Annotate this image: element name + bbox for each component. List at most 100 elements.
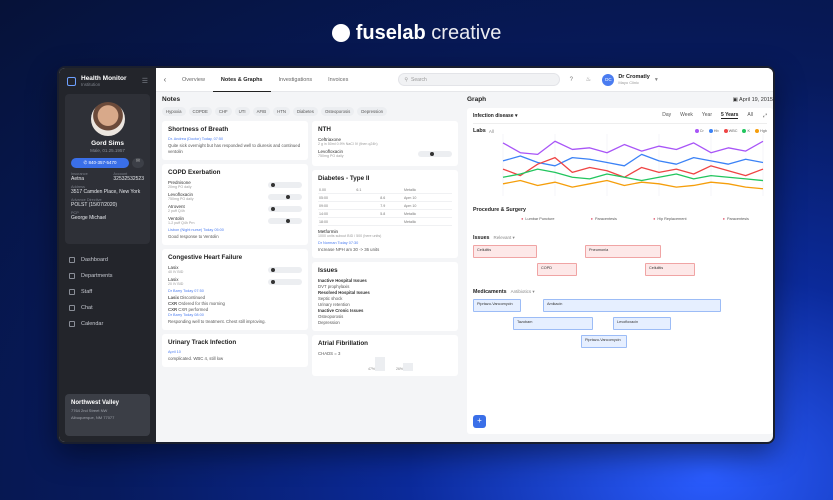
range-all[interactable]: All [747, 112, 753, 118]
nav-staff[interactable]: Staff [59, 284, 156, 300]
graph-date-label: April 19, 2015 [739, 96, 773, 103]
chip[interactable]: AFIB [252, 107, 271, 116]
med-schedule-toggle[interactable] [268, 217, 302, 224]
series-line-hb[interactable] [502, 153, 764, 167]
med-bar[interactable]: Amikacin [543, 299, 721, 312]
med-schedule-toggle[interactable] [268, 278, 302, 285]
table-cell [355, 201, 380, 210]
legend-swatch [694, 129, 699, 133]
note-card-issues[interactable]: Issues Inactive Hospital Issues DVT prop… [312, 262, 458, 332]
nav-chat[interactable]: Chat [59, 300, 156, 316]
legend-item[interactable]: WBC [723, 129, 737, 133]
table-cell [379, 186, 404, 194]
legend-item[interactable]: Hb [708, 129, 719, 133]
procedure-item[interactable]: Lumbar Puncture [521, 217, 554, 221]
procedure-item[interactable]: Paracentesis [591, 217, 617, 221]
range-week[interactable]: Week [680, 112, 693, 118]
med-schedule-toggle[interactable] [268, 181, 302, 188]
chf-item: CXR CXR performed [168, 307, 302, 313]
afib-bars: 47% 26% [368, 357, 452, 372]
note-card-nth[interactable]: NTH Ceftriaxone 2 g in 50ml 0.9% NaCl IV … [312, 121, 458, 166]
med-name: Lasix [168, 277, 179, 283]
search-placeholder: Search [411, 76, 427, 83]
med-schedule-toggle[interactable] [268, 266, 302, 273]
expand-icon[interactable]: ⤢ [762, 112, 767, 119]
filter-dropdown[interactable]: Infection disease ▾ [473, 112, 518, 119]
note-text: complicated. WBC 4, still low [168, 356, 224, 362]
chip[interactable]: Diabetes [292, 107, 318, 116]
app-title: Health Monitor [81, 75, 127, 82]
call-patient-button[interactable]: ✆ 840-357-5470 [71, 158, 129, 168]
menu-toggle-icon[interactable]: ☰ [141, 78, 148, 85]
note-card-diabetes[interactable]: Diabetes - Type II 0.00 6.1 Metallic 05:00… [312, 170, 458, 259]
chip[interactable]: UTI [234, 107, 250, 116]
note-title: Atrial Fibrillation [318, 340, 369, 348]
chip[interactable]: Osteoporosis [320, 107, 355, 116]
series-line-hgb[interactable] [502, 179, 764, 190]
issue-bar[interactable]: Cellulitis [473, 245, 537, 258]
nav-departments[interactable]: Departments [59, 268, 156, 284]
note-card-chf[interactable]: Congestive Heart Failure Lasix 40 IV BID … [162, 249, 308, 331]
issues-filter[interactable]: Relevant ▾ [493, 235, 515, 240]
labs-line-chart [502, 134, 764, 196]
procedure-item[interactable]: Hip Replacement [653, 217, 686, 221]
graph-date[interactable]: ▣ April 19, 2015 [733, 97, 773, 103]
nav-calendar[interactable]: Calendar [59, 316, 156, 332]
legend-swatch [755, 129, 760, 133]
range-year[interactable]: Year [701, 112, 712, 118]
issue-bar[interactable]: Cellulitis [645, 263, 695, 276]
med-schedule-toggle[interactable] [268, 193, 302, 200]
med-bar[interactable]: Levofloxacin [613, 317, 671, 330]
user-menu[interactable]: DC Dr Cromatly Mayo Clinic ▼ [602, 73, 659, 86]
note-card-afib[interactable]: Atrial Fibrillation CHADS = 3 47% 26% [312, 335, 458, 377]
range-5-years[interactable]: 5 Years [720, 112, 739, 119]
legend-item[interactable]: K [742, 129, 750, 133]
tab-invoices[interactable]: Invoices [328, 76, 349, 83]
med-bar[interactable]: Piprtazo-Vancomycin [581, 335, 627, 348]
series-line-k[interactable] [502, 168, 764, 182]
note-card-uti[interactable]: Urinary Track Infection April 10 complic… [162, 334, 308, 368]
med-bar[interactable]: Piprtazo-Vancomycin [473, 299, 521, 312]
chip[interactable]: COPDE [188, 107, 212, 116]
med-bar[interactable]: Tazobam [513, 317, 593, 330]
tab-notes-graphs[interactable]: Notes & Graphs [212, 68, 271, 92]
issue-bar[interactable]: Pneumonia [585, 245, 661, 258]
tab-overview[interactable]: Overview [182, 76, 205, 83]
chip[interactable]: Depression [357, 107, 388, 116]
help-icon[interactable]: ? [569, 76, 573, 83]
meds-filter[interactable]: Antibiotics ▾ [510, 289, 535, 294]
issue-bar[interactable]: COPD [537, 263, 577, 276]
search-input[interactable]: ⚲ Search [398, 73, 561, 86]
add-button[interactable]: + [473, 415, 486, 428]
labs-filter[interactable]: All [488, 128, 494, 134]
nav-label: Calendar [81, 321, 104, 327]
legend-item[interactable]: Hgb [755, 129, 767, 133]
legend-item[interactable]: Cr [694, 129, 704, 133]
tab-investigations[interactable]: Investigations [278, 76, 313, 83]
note-card-copd[interactable]: COPD Exerbation Prednisone 20mg PO daily … [162, 164, 308, 246]
med-name: Ventolin [168, 216, 185, 222]
procedure-item[interactable]: Paracentesis [723, 217, 749, 221]
med-schedule-toggle[interactable] [268, 205, 302, 212]
back-chevron-icon[interactable]: ‹ [163, 75, 167, 84]
chip[interactable]: Hypoxia [162, 107, 186, 116]
location-card[interactable]: Northwest Valley 7764 2nd Street NW Albu… [65, 394, 150, 436]
message-icon[interactable]: ✉ [132, 158, 144, 168]
chip[interactable]: CHF [214, 107, 232, 116]
afib-bar-label: 47% [368, 367, 376, 372]
notes-chips: Hypoxia COPDE CHF UTI AFIB HTN Diabetes … [162, 107, 462, 116]
med-schedule-toggle[interactable] [418, 150, 452, 157]
legend-label: K [747, 129, 751, 133]
range-day[interactable]: Day [662, 112, 672, 118]
series-line-wbc[interactable] [502, 156, 764, 178]
chip[interactable]: HTN [273, 107, 290, 116]
issue-group-text: DVT prophylaxis [318, 284, 350, 290]
med-dose: 1-2 puff Q4h Prn [168, 221, 195, 226]
note-text: Good response to Ventolin [168, 234, 219, 240]
bell-icon[interactable]: ♨ [585, 77, 592, 83]
nav-dashboard[interactable]: Dashboard [59, 252, 156, 268]
series-line-cr[interactable] [502, 140, 764, 156]
note-card-sob[interactable]: Shortness of Breath Dr. Andrea (Doctor) … [162, 121, 308, 161]
table-cell: Metallic [403, 186, 452, 194]
med-dose: 1000 units subcut BID / 500 (here units) [318, 234, 382, 238]
